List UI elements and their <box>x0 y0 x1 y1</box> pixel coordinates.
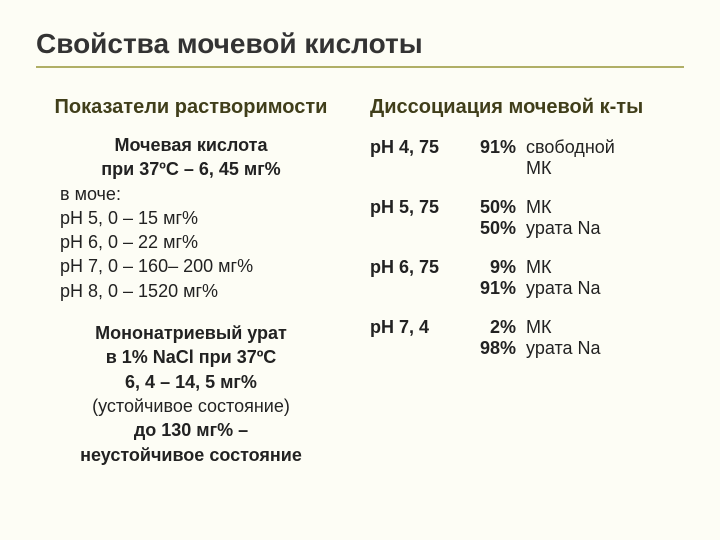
ph-cell: рН 4, 75 <box>370 137 470 179</box>
ua-line1: Мочевая кислота <box>36 133 346 157</box>
left-column: Показатели растворимости Мочевая кислота… <box>36 96 346 467</box>
dissociation-table: рН 4, 75 91% свободной МК рН 5, 75 50% М… <box>370 137 684 359</box>
pct: 91% <box>470 278 516 299</box>
ph-line: рН 8, 0 – 1520 мг% <box>60 279 346 303</box>
txt: МК <box>526 317 551 337</box>
ph-cell: рН 6, 75 <box>370 257 470 299</box>
columns: Показатели растворимости Мочевая кислота… <box>36 96 684 467</box>
mono-line2: в 1% NaCl при 37ºC <box>36 345 346 369</box>
txt: урата Na <box>526 338 601 358</box>
txt2: МК <box>526 158 551 178</box>
slide-title: Свойства мочевой кислоты <box>36 28 684 60</box>
table-row: рН 6, 75 9% МК 91% урата Na <box>370 257 684 299</box>
left-subheading: Показатели растворимости <box>36 96 346 119</box>
ph-line: рН 7, 0 – 160– 200 мг% <box>60 254 346 278</box>
mono-line4: (устойчивое состояние) <box>36 394 346 418</box>
mono-line5: до 130 мг% – <box>36 418 346 442</box>
value-cell: 9% МК 91% урата Na <box>470 257 684 299</box>
table-row: рН 5, 75 50% МК 50% урата Na <box>370 197 684 239</box>
pct: 50% <box>470 197 516 218</box>
ph-cell: рН 7, 4 <box>370 317 470 359</box>
mono-urate-block: Мононатриевый урат в 1% NaCl при 37ºC 6,… <box>36 321 346 467</box>
pct: 91% <box>470 137 516 158</box>
txt: МК <box>526 257 551 277</box>
txt: урата Na <box>526 218 601 238</box>
ph-line: рН 6, 0 – 22 мг% <box>60 230 346 254</box>
right-subheading: Диссоциация мочевой к-ты <box>370 96 684 119</box>
txt: свободной <box>526 137 615 157</box>
pct: 9% <box>470 257 516 278</box>
mono-line1: Мононатриевый урат <box>36 321 346 345</box>
title-rule <box>36 66 684 68</box>
txt: урата Na <box>526 278 601 298</box>
pct: 98% <box>470 338 516 359</box>
value-cell: 50% МК 50% урата Na <box>470 197 684 239</box>
value-cell: 91% свободной МК <box>470 137 684 179</box>
pct: 2% <box>470 317 516 338</box>
pct: 50% <box>470 218 516 239</box>
uric-acid-block: Мочевая кислота при 37ºС – 6, 45 мг% в м… <box>36 133 346 303</box>
value-cell: 2% МК 98% урата Na <box>470 317 684 359</box>
table-row: рН 4, 75 91% свободной МК <box>370 137 684 179</box>
right-column: Диссоциация мочевой к-ты рН 4, 75 91% св… <box>370 96 684 467</box>
txt: МК <box>526 197 551 217</box>
urine-label: в моче: <box>60 182 346 206</box>
ua-line2: при 37ºС – 6, 45 мг% <box>36 157 346 181</box>
table-row: рН 7, 4 2% МК 98% урата Na <box>370 317 684 359</box>
ph-line: рН 5, 0 – 15 мг% <box>60 206 346 230</box>
mono-line3: 6, 4 – 14, 5 мг% <box>36 370 346 394</box>
mono-line6: неустойчивое состояние <box>36 443 346 467</box>
ph-cell: рН 5, 75 <box>370 197 470 239</box>
urine-ph-list: в моче: рН 5, 0 – 15 мг% рН 6, 0 – 22 мг… <box>36 182 346 303</box>
slide: Свойства мочевой кислоты Показатели раст… <box>0 0 720 540</box>
